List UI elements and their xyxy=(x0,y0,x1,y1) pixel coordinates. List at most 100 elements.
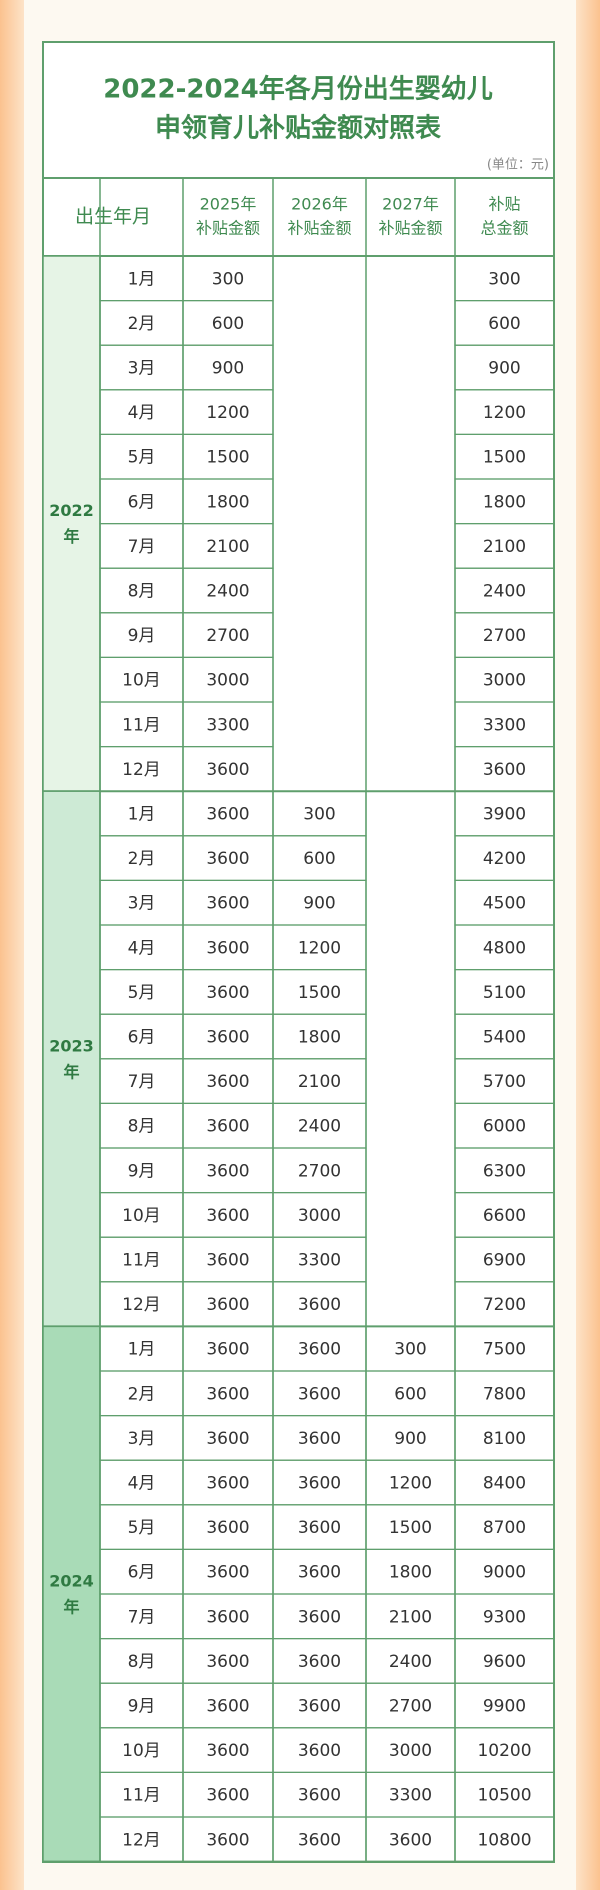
month-label: 4月 xyxy=(128,403,156,423)
amount: 6900 xyxy=(483,1251,526,1271)
amount: 8400 xyxy=(483,1474,526,1494)
month-label: 9月 xyxy=(128,1161,156,1181)
year-label: 年 xyxy=(63,1062,79,1081)
month-label: 1月 xyxy=(128,805,156,825)
amount: 2700 xyxy=(389,1697,432,1717)
amount: 6300 xyxy=(483,1161,526,1181)
amount: 2700 xyxy=(483,626,526,646)
amount: 600 xyxy=(212,314,244,334)
amount: 1800 xyxy=(298,1028,341,1048)
amount: 3600 xyxy=(206,760,249,780)
month-label: 5月 xyxy=(128,448,156,468)
amount: 9000 xyxy=(483,1563,526,1583)
amount: 3600 xyxy=(206,1652,249,1672)
amount: 3600 xyxy=(298,1697,341,1717)
unit: (单位：元) xyxy=(487,158,549,173)
amount: 1800 xyxy=(483,492,526,512)
amount: 2400 xyxy=(206,582,249,602)
amount: 4500 xyxy=(483,894,526,914)
amount: 3600 xyxy=(206,1429,249,1449)
month-label: 11月 xyxy=(122,1786,161,1806)
month-label: 10月 xyxy=(122,671,161,691)
amount: 3600 xyxy=(206,1340,249,1360)
amount: 3600 xyxy=(206,1161,249,1181)
amount: 2100 xyxy=(298,1072,341,1092)
amount: 9600 xyxy=(483,1652,526,1672)
title: 2022-2024年各月份出生婴幼儿 xyxy=(103,74,493,105)
amount: 3600 xyxy=(298,1518,341,1538)
header-cell: 2027年 xyxy=(382,195,439,214)
amount: 3600 xyxy=(298,1741,341,1761)
amount: 9300 xyxy=(483,1607,526,1627)
month-label: 6月 xyxy=(128,1028,156,1048)
amount: 1500 xyxy=(298,983,341,1003)
amount: 10800 xyxy=(477,1830,531,1850)
amount: 3600 xyxy=(206,1251,249,1271)
amount: 3600 xyxy=(206,1786,249,1806)
year-label: 2022 xyxy=(49,501,94,520)
month-label: 7月 xyxy=(128,1607,156,1627)
amount: 3600 xyxy=(206,1518,249,1538)
amount: 300 xyxy=(303,805,335,825)
amount: 10200 xyxy=(477,1741,531,1761)
amount: 900 xyxy=(212,359,244,379)
amount: 3600 xyxy=(206,1697,249,1717)
amount: 900 xyxy=(303,894,335,914)
amount: 3600 xyxy=(206,894,249,914)
amount: 3600 xyxy=(298,1384,341,1404)
amount: 5700 xyxy=(483,1072,526,1092)
month-label: 11月 xyxy=(122,715,161,735)
month-label: 3月 xyxy=(128,359,156,379)
amount: 3600 xyxy=(298,1830,341,1850)
amount: 3000 xyxy=(483,671,526,691)
amount: 3000 xyxy=(206,671,249,691)
month-label: 3月 xyxy=(128,1429,156,1449)
amount: 2100 xyxy=(389,1607,432,1627)
header-cell: 补贴金额 xyxy=(378,219,442,238)
amount: 7500 xyxy=(483,1340,526,1360)
month-label: 2月 xyxy=(128,849,156,869)
header-cell: 补贴金额 xyxy=(196,219,260,238)
amount: 7200 xyxy=(483,1295,526,1315)
month-label: 10月 xyxy=(122,1741,161,1761)
amount: 3600 xyxy=(206,938,249,958)
month-label: 4月 xyxy=(128,1474,156,1494)
amount: 300 xyxy=(488,269,520,289)
amount: 2400 xyxy=(389,1652,432,1672)
amount: 3600 xyxy=(206,1830,249,1850)
amount: 3600 xyxy=(206,1028,249,1048)
amount: 3600 xyxy=(298,1607,341,1627)
amount: 8100 xyxy=(483,1429,526,1449)
amount: 3300 xyxy=(483,715,526,735)
amount: 6600 xyxy=(483,1206,526,1226)
month-label: 4月 xyxy=(128,938,156,958)
year-cell xyxy=(42,1325,101,1863)
month-label: 5月 xyxy=(128,1518,156,1538)
amount: 300 xyxy=(212,269,244,289)
amount: 3600 xyxy=(206,1563,249,1583)
amount: 900 xyxy=(394,1429,426,1449)
amount: 900 xyxy=(488,359,520,379)
header-cell: 2026年 xyxy=(291,195,348,214)
amount: 3600 xyxy=(298,1563,341,1583)
month-label: 12月 xyxy=(122,1830,161,1850)
amount: 3300 xyxy=(298,1251,341,1271)
amount: 4800 xyxy=(483,938,526,958)
amount: 600 xyxy=(303,849,335,869)
amount: 3600 xyxy=(298,1786,341,1806)
month-label: 2月 xyxy=(128,1384,156,1404)
amount: 2700 xyxy=(298,1161,341,1181)
amount: 1800 xyxy=(206,492,249,512)
side-band xyxy=(576,0,600,1890)
month-label: 7月 xyxy=(128,537,156,557)
amount: 2100 xyxy=(483,537,526,557)
month-label: 5月 xyxy=(128,983,156,1003)
header-cell: 补贴金额 xyxy=(287,219,351,238)
month-label: 6月 xyxy=(128,1563,156,1583)
amount: 3600 xyxy=(206,1206,249,1226)
month-label: 1月 xyxy=(128,1340,156,1360)
amount: 1200 xyxy=(298,938,341,958)
amount: 3600 xyxy=(298,1295,341,1315)
amount: 600 xyxy=(488,314,520,334)
month-label: 11月 xyxy=(122,1251,161,1271)
